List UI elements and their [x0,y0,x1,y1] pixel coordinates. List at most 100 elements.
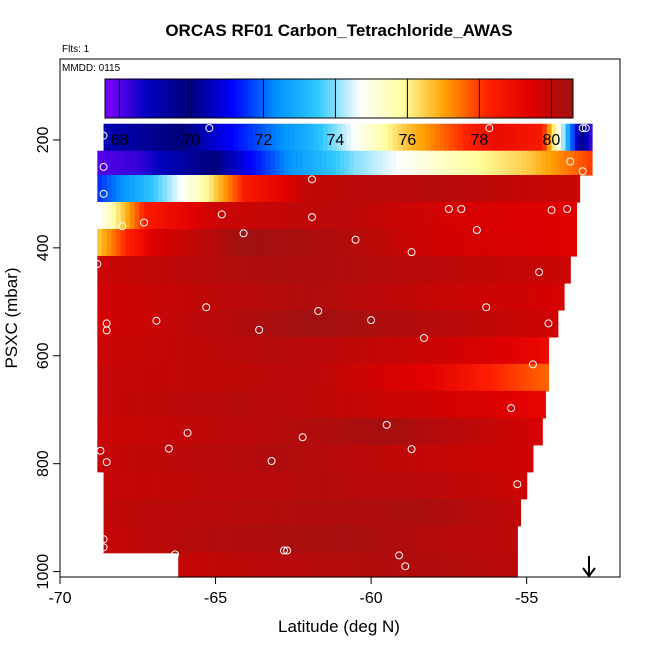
heatmap-cell [195,309,201,338]
heatmap-cell [368,363,374,392]
heatmap-cell [279,228,285,257]
heatmap-cell [480,282,486,311]
heatmap-cell [368,336,374,365]
heatmap-cell [97,363,103,392]
heatmap-cell [307,444,313,473]
heatmap-cell [439,471,445,500]
heatmap-cell [354,336,360,365]
heatmap-cell [354,390,360,419]
heatmap-cell [397,552,403,578]
heatmap-cell [178,471,184,500]
heatmap-cell [424,255,430,284]
heatmap-cell [284,309,290,338]
heatmap-cell [97,309,103,338]
sample-point [401,562,410,571]
heatmap-cell [125,309,131,338]
heatmap-cell [214,309,220,338]
heatmap-cell [140,123,147,152]
heatmap-cell [116,309,122,338]
heatmap-cell [490,525,497,554]
heatmap-cell [187,123,193,152]
heatmap-cell [545,201,551,230]
heatmap-cell [442,444,448,473]
heatmap-cell [172,175,178,203]
sample-point [93,260,102,269]
heatmap-cell [372,175,378,203]
heatmap-cell [340,444,346,473]
heatmap-cell [456,309,462,338]
heatmap-cell [369,498,375,527]
heatmap-cell [126,123,133,152]
sample-point [217,210,226,219]
heatmap-cell [220,498,226,527]
heatmap-cell [139,282,145,311]
heatmap-cell [358,228,364,257]
heatmap-cells [97,123,593,578]
heatmap-cell [355,471,361,500]
heatmap-cell [192,123,198,152]
heatmap-cell [438,228,444,257]
heatmap-cell [182,123,189,152]
heatmap-cell [316,444,322,473]
heatmap-cell [280,498,287,527]
heatmap-cell [414,336,420,365]
heatmap-cell [416,123,422,152]
heatmap-cell [498,255,504,284]
heatmap-cell [298,390,304,419]
heatmap-cell [97,255,103,284]
heatmap-cell [397,498,403,527]
heatmap-cell [256,309,262,338]
heatmap-cell [116,150,122,176]
heatmap-cell [290,525,296,554]
heatmap-cell [332,123,338,152]
heatmap-cell [276,123,282,152]
heatmap-cell [116,336,122,365]
heatmap-cell [232,282,238,311]
heatmap-cell [517,201,523,230]
heatmap-cell [307,150,313,176]
heatmap-cell [433,255,439,284]
heatmap-cell [340,363,346,392]
heatmap-cell [545,228,551,257]
heatmap-cell [526,390,532,419]
heatmap-cell [97,282,103,311]
heatmap-cell [293,309,299,338]
heatmap-cell [181,309,187,338]
heatmap-cell [480,417,486,446]
heatmap-cell [158,150,164,176]
heatmap-cell [349,175,355,203]
heatmap-cell [232,336,238,365]
y-tick-label: 600 [35,342,52,369]
heatmap-cell [139,417,145,446]
heatmap-cell [490,123,497,152]
heatmap-cell [360,498,366,527]
heatmap-cell [452,336,458,365]
heatmap-cell [466,309,472,338]
heatmap-cell [438,417,444,446]
heatmap-cell [372,417,378,446]
heatmap-cell [195,444,201,473]
heatmap-cell [214,336,220,365]
heatmap-cell [307,417,313,446]
heatmap-cell [130,417,136,446]
heatmap-cell [150,123,156,152]
heatmap-cell [532,123,539,152]
heatmap-cell [481,123,487,152]
sample-point [382,420,391,429]
heatmap-cell [508,228,514,257]
heatmap-cell [251,309,257,338]
heatmap-cell [299,123,305,152]
sample-point [482,303,491,312]
heatmap-cell [190,417,196,446]
heatmap-cell [406,552,413,578]
heatmap-cell [330,363,336,392]
heatmap-cell [531,228,537,257]
heatmap-cell [270,228,276,257]
heatmap-cell [206,525,212,554]
heatmap-cell [494,363,500,392]
heatmap-cell [214,444,220,473]
heatmap-cell [181,282,187,311]
heatmap-cell [106,201,112,230]
heatmap-cell [400,309,406,338]
heatmap-cell [475,336,481,365]
